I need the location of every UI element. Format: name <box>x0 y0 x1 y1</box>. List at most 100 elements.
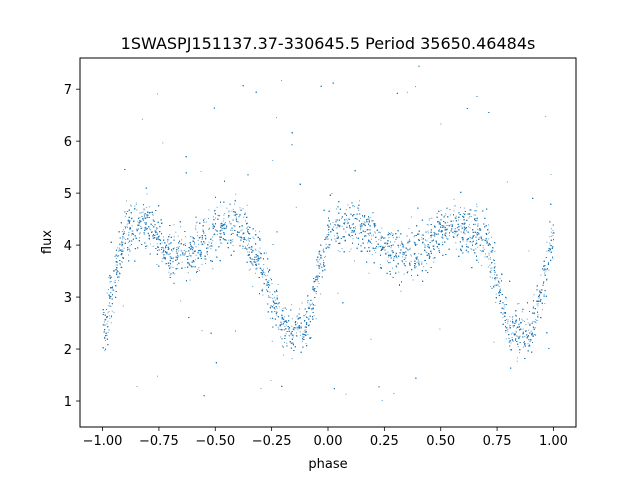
data-point <box>265 252 267 254</box>
data-point <box>255 230 257 232</box>
data-point <box>232 225 234 227</box>
data-point <box>490 285 492 287</box>
data-point <box>235 213 237 215</box>
data-point <box>104 350 106 352</box>
data-point <box>512 316 514 317</box>
data-point <box>276 298 278 300</box>
data-point <box>296 316 298 318</box>
data-point <box>411 255 412 257</box>
data-point <box>162 142 164 144</box>
data-point <box>433 234 435 236</box>
data-point <box>258 256 260 258</box>
data-point <box>503 304 505 306</box>
data-point <box>156 243 158 245</box>
data-point <box>431 217 433 219</box>
data-point <box>108 276 110 278</box>
data-point <box>518 336 520 337</box>
data-point <box>308 303 310 305</box>
data-point <box>405 260 407 262</box>
data-point <box>323 248 324 250</box>
data-point <box>285 333 287 335</box>
data-point <box>313 315 315 317</box>
data-point <box>248 240 250 242</box>
data-point <box>462 238 463 240</box>
data-point <box>266 267 268 269</box>
data-point <box>403 253 405 255</box>
data-point <box>433 248 434 249</box>
data-point <box>521 322 522 324</box>
data-point <box>549 242 551 244</box>
data-point <box>131 234 133 236</box>
data-point <box>310 308 312 309</box>
data-point <box>517 346 519 348</box>
data-point <box>396 266 398 268</box>
data-point <box>212 236 214 238</box>
data-point <box>134 205 136 207</box>
data-point <box>396 257 398 259</box>
data-point <box>201 239 203 240</box>
data-point <box>472 236 474 238</box>
data-point <box>260 268 262 270</box>
data-point <box>156 237 158 239</box>
data-point <box>209 246 211 248</box>
data-point <box>494 279 496 281</box>
data-point <box>458 219 460 221</box>
data-point <box>112 286 113 288</box>
data-point <box>223 214 225 216</box>
data-point <box>252 236 254 238</box>
data-point <box>467 238 469 240</box>
data-point <box>324 255 326 257</box>
data-point <box>229 220 231 222</box>
data-point <box>519 335 521 337</box>
data-point <box>439 328 441 330</box>
data-point <box>535 335 537 336</box>
data-point <box>289 335 291 337</box>
data-point <box>240 230 242 232</box>
data-point <box>335 227 337 229</box>
data-point <box>499 278 501 280</box>
data-point <box>384 245 386 247</box>
data-point <box>113 311 115 313</box>
data-point <box>369 217 371 218</box>
data-point <box>481 265 483 267</box>
data-point <box>495 302 497 303</box>
data-point <box>439 229 440 231</box>
data-point <box>349 219 351 220</box>
data-point <box>335 208 337 210</box>
data-point <box>482 247 484 249</box>
data-point <box>334 235 335 237</box>
data-point <box>173 224 175 226</box>
data-point <box>232 233 234 234</box>
data-point <box>196 221 198 223</box>
data-point <box>495 293 497 295</box>
data-point <box>181 267 183 269</box>
data-point <box>546 241 548 243</box>
data-point <box>353 231 355 233</box>
data-point <box>256 261 258 263</box>
data-point <box>131 225 133 227</box>
data-point <box>312 302 313 304</box>
data-point <box>212 240 214 242</box>
data-point <box>126 200 127 202</box>
data-point <box>515 335 517 337</box>
data-point <box>533 313 535 315</box>
data-point <box>126 223 128 225</box>
data-point <box>189 252 190 254</box>
data-point <box>194 259 196 261</box>
data-point <box>491 267 493 269</box>
data-point <box>426 263 428 265</box>
data-point <box>522 331 524 333</box>
data-point <box>444 215 446 217</box>
data-point <box>493 258 495 260</box>
data-point <box>339 251 341 253</box>
data-point <box>150 211 152 213</box>
data-point <box>541 309 543 311</box>
data-point <box>320 255 322 257</box>
data-point <box>193 244 195 246</box>
data-point <box>276 314 278 316</box>
data-point <box>455 215 457 217</box>
data-point <box>242 233 244 235</box>
data-point <box>305 314 307 316</box>
data-point <box>509 325 511 327</box>
data-point <box>247 245 248 247</box>
